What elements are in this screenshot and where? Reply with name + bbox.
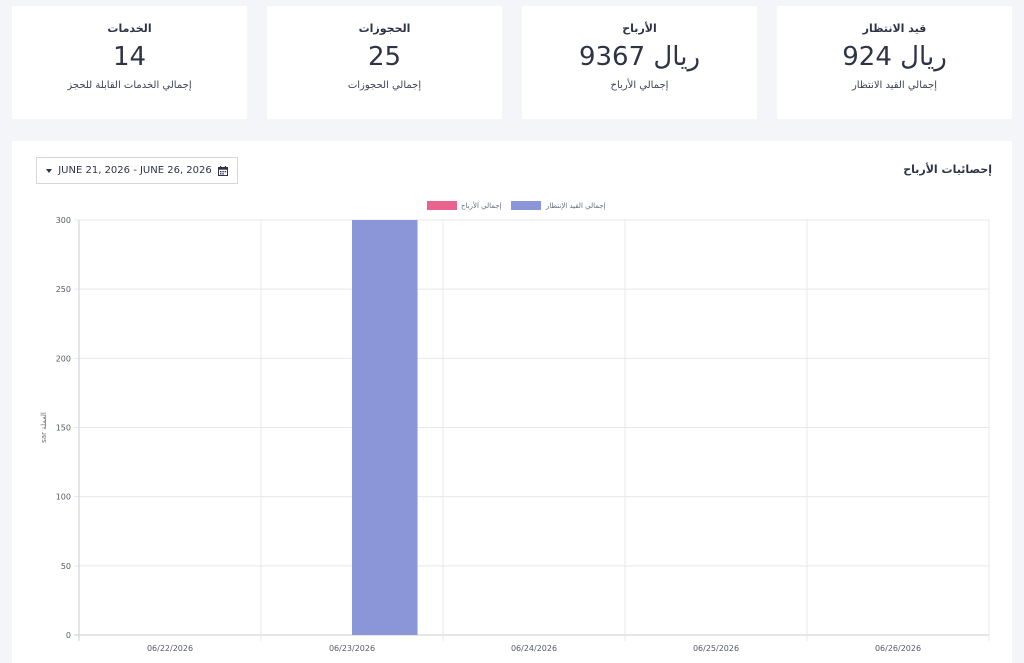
y-tick-label: 100 <box>56 493 71 502</box>
bar-pending <box>352 220 418 635</box>
card-subtitle: إجمالي الأرباح <box>610 80 669 91</box>
card-value: 9367 ريال <box>578 42 701 72</box>
y-tick-label: 150 <box>56 424 71 433</box>
legend-swatch-pending <box>511 201 541 210</box>
x-tick-label: 06/22/2026 <box>147 644 193 653</box>
earnings-bar-chart: 0 50 100 150 200 250 300 06/22/2026 06/23/2026 06… <box>40 201 990 653</box>
card-subtitle: إجمالي الخدمات القابلة للحجز <box>67 80 192 91</box>
x-tick-label: 06/25/2026 <box>693 644 739 653</box>
card-value: 14 <box>112 42 147 72</box>
x-tick-label: 06/23/2026 <box>329 644 375 653</box>
card-title: الخدمات <box>107 22 152 35</box>
x-tick-label: 06/24/2026 <box>511 644 557 653</box>
legend-label-earnings: إجمالي الأرباح <box>461 201 502 210</box>
legend-swatch-earnings <box>427 201 457 210</box>
y-tick-label: 0 <box>66 631 71 640</box>
card-value: 25 <box>367 42 402 72</box>
card-title: قيد الانتظار <box>862 22 927 35</box>
y-tick-label: 250 <box>56 285 71 294</box>
y-tick-label: 200 <box>56 354 71 363</box>
x-tick-label: 06/26/2026 <box>875 644 921 653</box>
stat-card-earnings: الأرباح 9367 ريال إجمالي الأرباح <box>522 6 757 119</box>
caret-down-icon <box>46 168 53 173</box>
calendar-icon <box>217 165 228 176</box>
y-tick-label: 50 <box>61 562 71 571</box>
card-subtitle: إجمالي القيد الانتظار <box>851 80 938 91</box>
stat-cards: قيد الانتظار 924 ريال إجمالي القيد الانت… <box>12 6 1012 119</box>
panel-title: إحصائيات الأرباح <box>903 163 992 176</box>
earnings-stats-panel: إحصائيات الأرباح JUNE 21, 2026 - JUNE 26… <box>12 141 1012 663</box>
date-range-picker[interactable]: JUNE 21, 2026 - JUNE 26, 2026 <box>36 157 238 184</box>
y-axis-title: sar العملة <box>40 412 48 443</box>
card-subtitle: إجمالي الحجوزات <box>347 80 422 91</box>
legend-label-pending: إجمالي القيد الإنتظار <box>545 202 606 210</box>
card-value: 924 ريال <box>842 42 947 72</box>
stat-card-services: الخدمات 14 إجمالي الخدمات القابلة للحجز <box>12 6 247 119</box>
stat-card-pending: قيد الانتظار 924 ريال إجمالي القيد الانت… <box>777 6 1012 119</box>
card-title: الحجوزات <box>358 22 411 35</box>
date-range-label: JUNE 21, 2026 - JUNE 26, 2026 <box>58 165 212 176</box>
y-tick-label: 300 <box>56 216 71 225</box>
stat-card-bookings: الحجوزات 25 إجمالي الحجوزات <box>267 6 502 119</box>
card-title: الأرباح <box>622 22 657 35</box>
